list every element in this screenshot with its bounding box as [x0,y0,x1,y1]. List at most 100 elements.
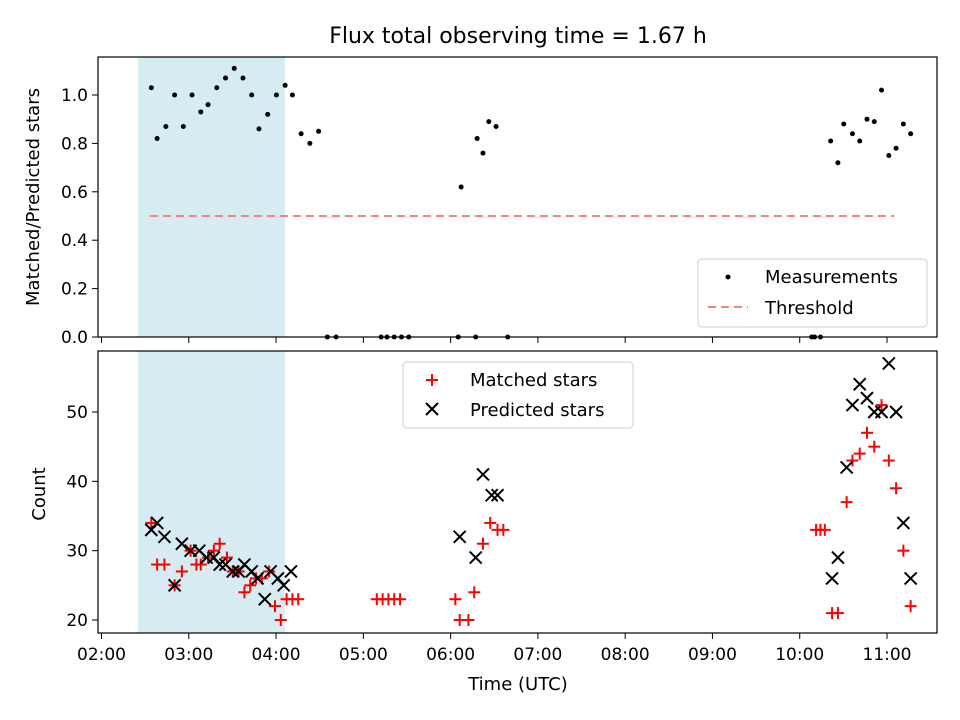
y-tick-label: 50 [66,403,88,423]
predicted-point [212,557,227,572]
bottom-y-ticks: 20 30 40 50 [66,403,98,631]
matched-point [207,544,220,557]
predicted-point [484,488,499,502]
predicted-point [490,488,505,502]
predicted-point [150,516,164,530]
legend-predicted-marker [425,402,439,416]
matched-point [875,399,888,412]
predicted-point [250,571,265,586]
matched-point [846,454,859,467]
matched-point [497,523,510,536]
matched-point [394,593,407,606]
measurement-point [189,92,195,98]
measurement-point [835,160,841,166]
matched-point [194,558,207,571]
legend-matched-label: Matched stars [470,370,597,391]
y-tick-label: 0.4 [61,231,88,251]
x-axis-label: Time (UTC) [467,674,568,695]
measurement-point [879,87,885,93]
predicted-point [845,398,860,412]
top-legend: Measurements Threshold [697,258,928,328]
matched-point [268,600,281,613]
predicted-point [889,405,903,419]
y-tick-label: 20 [66,611,88,631]
x-tick-label: 04:00 [252,645,301,665]
y-tick-label: 0.2 [61,280,88,300]
matched-point [449,593,462,606]
predicted-point [860,391,874,405]
top-y-axis-label: Matched/Predicted stars [23,88,44,306]
predicted-point [882,356,896,371]
x-tick-label: 02:00 [77,645,126,665]
top-axes-frame [97,56,938,338]
top-panel: 0.0 0.2 0.4 0.6 0.8 1.0 Flux total observing … [23,24,938,348]
matched-point [476,537,489,550]
predicted-point [896,516,911,530]
measurement-point [214,85,220,91]
legend-measurements-label: Measurements [765,267,898,288]
predicted-point [167,578,182,593]
measurement-point [256,126,262,132]
matched-point [292,593,305,606]
matched-point [897,544,910,557]
measurement-point [886,153,892,158]
predicted-point [284,564,298,579]
x-tick-label: 06:00 [426,645,475,665]
measurement-point [265,111,271,117]
matched-point [158,558,171,571]
x-tick-label: 03:00 [164,645,213,665]
y-tick-label: 0.8 [61,134,88,154]
measurement-point [163,123,169,129]
matched-point [220,551,233,564]
matched-point [145,516,158,529]
top-x-ticks [101,337,888,343]
matched-point [213,537,226,550]
y-tick-label: 40 [66,472,88,492]
matched-point [882,454,895,467]
measurement-point [841,121,847,127]
predicted-point [874,405,889,419]
matched-point [904,600,917,613]
legend-measurement-marker [725,274,731,280]
x-tick-label: 07:00 [513,645,562,665]
predicted-point [839,460,854,475]
matched-point [853,447,866,460]
measurement-point [231,65,237,71]
matched-point [484,516,497,529]
x-tick-label: 08:00 [601,645,650,665]
measurement-point [474,136,480,142]
predicted-point [452,530,467,544]
predicted-star-points [144,356,918,606]
chart-title: Flux total observing time = 1.67 h [329,24,707,49]
matched-point [263,565,276,578]
measurement-point [871,119,877,125]
measurement-point [316,128,322,134]
measurement-point [458,184,464,190]
matched-point [868,440,881,453]
predicted-point [226,564,240,579]
matched-point [860,426,873,439]
predicted-point [258,592,272,606]
bottom-axes-frame [97,350,938,634]
measurement-point [240,75,246,81]
matched-point [175,565,188,578]
legend-predicted-label: Predicted stars [470,400,604,421]
bottom-legend: Matched stars Predicted stars [402,361,634,429]
measurement-point [480,150,486,156]
matched-point [468,586,481,599]
predicted-point [276,578,291,593]
x-tick-label: 09:00 [688,645,737,665]
predicted-point [175,537,189,551]
measurement-point [205,102,211,108]
measurement-point [282,82,288,88]
predicted-point [476,467,490,482]
measurement-point [857,138,863,144]
predicted-point [468,550,483,565]
bottom-y-axis-label: Count [29,467,50,520]
measurement-point [172,92,178,98]
predicted-point [853,377,867,391]
measurement-point [828,138,834,144]
measurement-point [198,109,204,115]
